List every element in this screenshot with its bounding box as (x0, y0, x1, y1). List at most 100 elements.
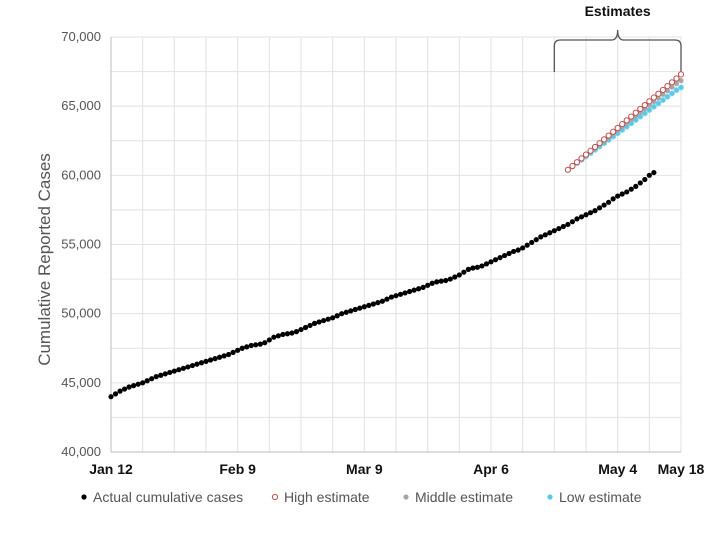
data-point (416, 286, 422, 292)
data-point (289, 330, 295, 336)
data-point (452, 274, 458, 280)
data-point (515, 247, 521, 253)
estimates-label: Estimates (585, 3, 651, 19)
data-point (388, 294, 395, 300)
data-point (149, 376, 155, 382)
data-point (633, 183, 639, 189)
data-point (153, 374, 159, 380)
data-point (162, 371, 168, 377)
data-point (366, 302, 372, 308)
data-point (565, 221, 571, 228)
y-tick-label: 45,000 (61, 375, 101, 390)
data-point (108, 394, 114, 400)
data-point (135, 381, 141, 387)
data-point (348, 308, 354, 314)
data-point (664, 83, 671, 90)
data-point (520, 245, 526, 251)
data-point (370, 301, 376, 307)
data-point (596, 205, 603, 211)
legend-marker (403, 494, 409, 500)
data-point (334, 313, 340, 319)
data-point (587, 210, 594, 216)
data-point (352, 306, 358, 313)
data-point (194, 361, 200, 367)
data-point (275, 333, 281, 339)
x-tick-label: Jan 12 (89, 461, 133, 477)
legend-item: Low estimate (547, 489, 642, 505)
data-point (384, 296, 390, 302)
data-point (673, 80, 680, 87)
data-point (655, 100, 662, 107)
data-point (330, 315, 336, 321)
data-point (619, 121, 626, 128)
data-point (655, 95, 661, 101)
data-point (615, 193, 621, 199)
data-point (533, 237, 539, 243)
data-point (257, 341, 263, 347)
data-point (189, 362, 196, 369)
y-tick-label: 60,000 (61, 167, 101, 182)
data-point (311, 320, 318, 326)
data-point (560, 223, 566, 230)
data-point (619, 191, 625, 197)
data-point (343, 309, 349, 315)
data-point (316, 319, 322, 325)
data-point (542, 232, 548, 238)
data-point (230, 349, 236, 355)
legend-label: High estimate (284, 489, 370, 505)
data-point (325, 316, 331, 322)
y-tick-label: 55,000 (61, 237, 101, 252)
data-point (624, 189, 630, 195)
data-point (606, 199, 612, 205)
data-point (144, 378, 150, 384)
data-point (221, 353, 227, 359)
data-point (646, 107, 653, 114)
data-point (438, 278, 444, 284)
y-tick-label: 65,000 (61, 98, 101, 113)
legend-item: High estimate (271, 489, 370, 505)
legend-marker (547, 494, 553, 500)
legend-label: Middle estimate (415, 489, 513, 505)
data-point (668, 90, 675, 97)
data-point (538, 234, 544, 240)
x-tick-label: May 18 (658, 461, 705, 477)
data-point (492, 257, 499, 263)
data-point (293, 329, 300, 335)
gridlines (110, 36, 682, 453)
data-point (140, 380, 146, 386)
data-point (642, 176, 648, 183)
data-point (569, 162, 576, 170)
data-point (650, 94, 657, 101)
data-point (203, 358, 209, 364)
data-point (547, 230, 553, 236)
series-actual-cumulative-cases (108, 169, 657, 400)
data-point (596, 140, 603, 147)
data-point (529, 239, 535, 246)
legend-item: Actual cumulative cases (81, 489, 243, 505)
data-point (646, 172, 652, 178)
data-point (678, 77, 684, 84)
data-point (582, 151, 590, 158)
data-point (556, 225, 562, 232)
data-point (583, 212, 589, 218)
data-point (511, 248, 517, 255)
legend-marker (81, 494, 87, 500)
data-point (443, 277, 449, 284)
data-point (425, 282, 431, 288)
data-point (650, 103, 657, 110)
x-tick-label: Apr 6 (473, 461, 509, 477)
data-point (637, 105, 644, 113)
legend-label: Low estimate (559, 489, 642, 505)
data-point (506, 250, 512, 257)
data-point (248, 342, 254, 349)
x-tick-label: May 4 (598, 461, 637, 477)
data-point (216, 354, 223, 360)
data-point (659, 86, 667, 94)
data-point (668, 79, 676, 86)
data-point (655, 90, 662, 97)
data-point (339, 311, 345, 317)
data-point (659, 97, 666, 104)
data-point (176, 367, 182, 373)
data-point (198, 360, 205, 366)
